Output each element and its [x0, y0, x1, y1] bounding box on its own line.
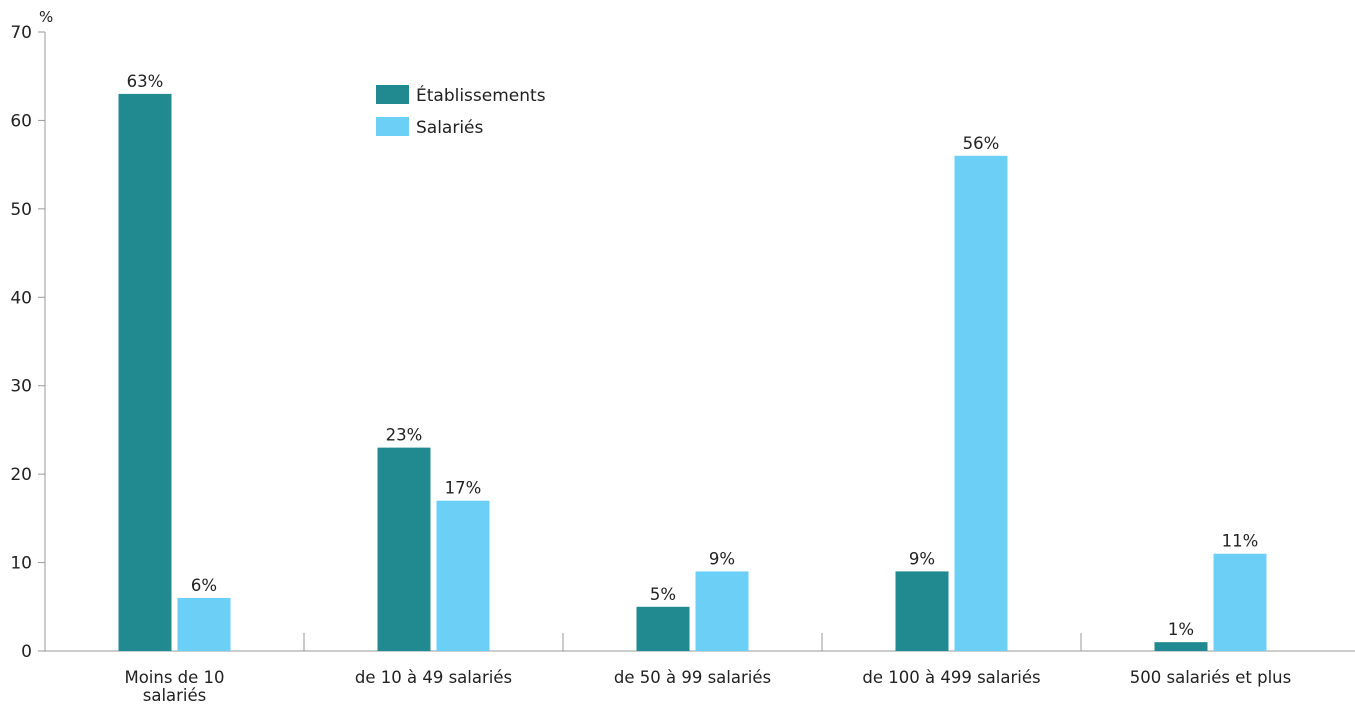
bar-etablissements	[118, 93, 172, 651]
bar-salaries	[1213, 553, 1267, 651]
x-category-label: de 50 à 99 salariés	[614, 668, 771, 687]
x-category-label: salariés	[143, 686, 207, 705]
x-category-label: de 10 à 49 salariés	[355, 668, 512, 687]
y-tick-label: 40	[10, 288, 32, 308]
bars	[118, 93, 1267, 652]
bar-value-label: 56%	[963, 134, 1000, 153]
bar-value-label: 11%	[1222, 532, 1259, 551]
y-tick-label: 0	[21, 642, 32, 662]
bar-salaries	[177, 597, 231, 651]
bar-etablissements	[1154, 642, 1208, 651]
legend-swatch	[376, 85, 409, 104]
legend-label: Établissements	[416, 84, 546, 106]
bar-etablissements	[895, 571, 949, 651]
x-category-label: Moins de 10	[124, 668, 224, 687]
bar-salaries	[436, 500, 490, 651]
x-category-label: 500 salariés et plus	[1130, 668, 1291, 687]
legend-label: Salariés	[416, 118, 484, 138]
bar-value-label: 23%	[386, 426, 423, 445]
bar-salaries	[954, 155, 1008, 652]
y-tick-label: 10	[10, 554, 32, 574]
bar-etablissements	[636, 606, 690, 651]
x-category-label: de 100 à 499 salariés	[862, 668, 1040, 687]
bar-value-label: 63%	[127, 72, 164, 91]
bar-value-label: 9%	[909, 549, 935, 568]
legend-swatch	[376, 117, 409, 136]
bar-etablissements	[377, 447, 431, 651]
bar-salaries	[695, 571, 749, 651]
data-labels: 63% 6% 23% 17% 5% 9% 9% 56% 1% 11%	[127, 72, 1259, 639]
y-tick-label: 70	[10, 23, 32, 43]
y-tick-label: 60	[10, 111, 32, 131]
bar-value-label: 6%	[191, 576, 217, 595]
y-tick-label: 30	[10, 377, 32, 397]
bar-value-label: 9%	[709, 549, 735, 568]
y-tick-label: 50	[10, 200, 32, 220]
bar-value-label: 17%	[445, 479, 482, 498]
bar-value-label: 5%	[650, 585, 676, 604]
y-tick-label: 20	[10, 465, 32, 485]
bar-value-label: 1%	[1168, 620, 1194, 639]
legend: Établissements Salariés	[376, 84, 546, 138]
y-axis-unit-label: %	[39, 8, 53, 26]
